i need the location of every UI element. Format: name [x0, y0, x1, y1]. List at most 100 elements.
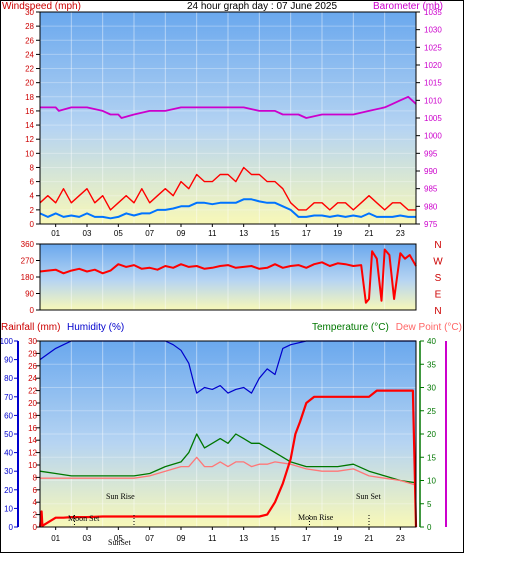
barometer-tick-label: 975 — [424, 220, 438, 229]
wind-panel-x-axis: 01 03 05 07 09 11 13 15 17 19 21 23 — [51, 224, 405, 238]
rain-tick-label: 30 — [28, 337, 37, 346]
astro-annotation-label: Moon Set — [68, 514, 100, 523]
windspeed-tick-label: 28 — [25, 22, 34, 31]
x-tick-label: 13 — [239, 229, 248, 238]
humidity-tick-label: 40 — [4, 449, 13, 458]
x-tick-label: 05 — [114, 229, 123, 238]
x-tick-label: 23 — [396, 229, 405, 238]
barometer-tick-label: 1005 — [424, 114, 442, 123]
x-tick-label: 09 — [177, 229, 186, 238]
barometer-axis: 975 980 985 990 995 1000 1005 1010 1015 1020 1025 1… — [416, 8, 442, 229]
temperature-series-line — [39, 433, 417, 484]
x-tick-label: 11 — [208, 229, 217, 238]
direction-panel-background — [40, 244, 416, 310]
rain-tick-label: 8 — [33, 473, 38, 482]
x-tick-label: 21 — [365, 534, 374, 543]
barometer-tick-label: 1010 — [424, 96, 442, 105]
astro-annotation-label: Moon Rise — [298, 513, 334, 522]
windspeed-label: Windspeed (mph) — [2, 1, 81, 12]
barometer-tick-label: 1030 — [424, 26, 442, 35]
rain-panel-background — [40, 341, 416, 527]
humidity-tick-label: 70 — [4, 393, 13, 402]
x-tick-label: 09 — [177, 534, 186, 543]
windspeed-tick-label: 20 — [25, 79, 34, 88]
humidity-label: Humidity (%) — [67, 322, 124, 333]
dewpoint-series-line — [40, 456, 417, 486]
x-tick-label: 23 — [396, 534, 405, 543]
rain-tick-label: 4 — [33, 498, 38, 507]
outer-frame — [0, 0, 464, 553]
wind-panel-grid — [40, 11, 416, 225]
barometer-tick-label: 990 — [424, 167, 438, 176]
dewpoint-label: Dew Point (°C) — [396, 322, 462, 333]
temperature-tick-label: 5 — [427, 500, 432, 509]
x-tick-label: 07 — [145, 534, 154, 543]
x-tick-label: 19 — [333, 229, 342, 238]
humidity-tick-label: 100 — [0, 337, 14, 346]
temperature-tick-label: 15 — [427, 453, 436, 462]
direction-tick-label: 360 — [21, 240, 35, 249]
direction-axis: 0 90 180 270 360 — [21, 240, 40, 315]
rain-panel-frame — [39, 340, 417, 528]
windspeed-tick-label: 16 — [25, 107, 34, 116]
temperature-tick-label: 20 — [427, 430, 436, 439]
humidity-tick-label: 90 — [4, 356, 13, 365]
rain-tick-label: 2 — [33, 511, 38, 520]
barometer-tick-label: 1025 — [424, 43, 442, 52]
x-tick-label: 15 — [271, 534, 280, 543]
barometer-tick-label: 1035 — [424, 8, 442, 17]
x-tick-label: 01 — [51, 229, 60, 238]
x-tick-label: 03 — [83, 229, 92, 238]
compass-label: W — [433, 257, 443, 268]
rainfall-label: Rainfall (mm) — [1, 322, 60, 333]
avg-wind-series-line — [39, 198, 416, 220]
gust-series-line — [39, 166, 416, 211]
barometer-series-line — [40, 95, 417, 119]
astro-annotation-label: SunSet — [108, 538, 131, 547]
temperature-tick-label: 10 — [427, 477, 436, 486]
temperature-tick-label: 30 — [427, 384, 436, 393]
rain-tick-label: 18 — [28, 411, 37, 420]
temperature-tick-label: 0 — [427, 523, 432, 532]
windspeed-tick-label: 26 — [25, 36, 34, 45]
direction-tick-label: 270 — [21, 257, 35, 266]
x-tick-label: 05 — [114, 534, 123, 543]
barometer-tick-label: 1020 — [424, 61, 442, 70]
windspeed-tick-label: 8 — [30, 163, 35, 172]
x-tick-label: 21 — [365, 229, 374, 238]
rain-tick-label: 6 — [33, 486, 38, 495]
humidity-axis: 0 10 20 30 40 50 60 70 80 90 100 — [0, 337, 19, 532]
rain-tick-label: 28 — [28, 349, 37, 358]
windspeed-tick-label: 14 — [25, 121, 34, 130]
rainfall-series-line — [38, 389, 418, 528]
x-tick-label: 17 — [302, 534, 311, 543]
direction-tick-label: 90 — [25, 290, 34, 299]
direction-panel-grid — [70, 244, 386, 310]
x-tick-label: 11 — [208, 534, 217, 543]
astro-annotation-label: Sun Rise — [106, 492, 135, 501]
windspeed-tick-label: 4 — [30, 192, 35, 201]
rain-tick-label: 10 — [28, 461, 37, 470]
humidity-tick-label: 50 — [4, 430, 13, 439]
windspeed-tick-label: 24 — [25, 50, 34, 59]
temperature-tick-label: 40 — [427, 337, 436, 346]
temperature-axis: 0 5 10 15 20 25 30 35 40 — [419, 337, 447, 532]
windspeed-tick-label: 22 — [25, 65, 34, 74]
x-tick-label: 19 — [333, 534, 342, 543]
x-tick-label: 07 — [145, 229, 154, 238]
x-tick-label: 03 — [83, 534, 92, 543]
temperature-tick-label: 25 — [427, 407, 436, 416]
direction-tick-label: 180 — [21, 273, 35, 282]
rain-panel-x-axis: 01 03 05 07 09 11 13 15 17 19 21 23 — [51, 527, 405, 543]
temperature-label: Temperature (°C) — [312, 322, 389, 333]
windspeed-tick-label: 12 — [25, 135, 34, 144]
rain-tick-label: 26 — [28, 362, 37, 371]
wind-panel-series — [39, 95, 417, 220]
humidity-tick-label: 20 — [4, 486, 13, 495]
humidity-tick-label: 0 — [9, 523, 14, 532]
astro-annotations: Moon Set Sun Rise Moon Rise Sun Set SunSet — [68, 492, 381, 547]
